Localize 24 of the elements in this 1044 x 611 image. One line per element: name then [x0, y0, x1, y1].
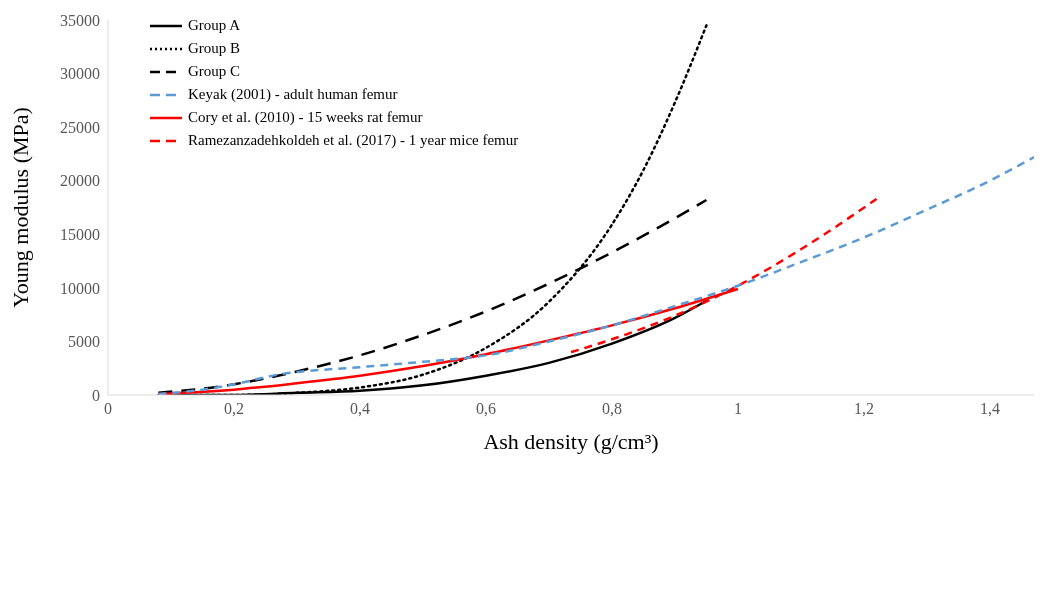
x-tick-label: 0,8 — [601, 400, 622, 418]
legend-label: Group C — [188, 62, 241, 81]
y-tick-label: 20000 — [60, 172, 100, 190]
x-tick-label: 0 — [104, 400, 112, 418]
y-tick-label: 30000 — [60, 65, 100, 83]
x-tick-label: 0,4 — [349, 400, 370, 418]
x-tick-label: 1,2 — [853, 400, 874, 418]
y-tick-label: 10000 — [60, 279, 100, 297]
legend-label: Cory et al. (2010) - 15 weeks rat femur — [188, 108, 423, 127]
legend-label: Group B — [188, 39, 241, 58]
y-tick-label: 25000 — [60, 118, 100, 136]
y-tick-label: 15000 — [60, 225, 100, 243]
x-tick-label: 0,6 — [475, 400, 496, 418]
x-axis-title: Ash density (g/cm³) — [483, 429, 659, 454]
y-axis-title: Young modulus (MPa) — [7, 107, 33, 308]
x-tick-label: 0,2 — [223, 400, 244, 418]
y-tick-label: 0 — [92, 386, 100, 404]
x-tick-label: 1 — [733, 400, 742, 418]
y-tick-label: 5000 — [68, 333, 100, 351]
x-tick-label: 1,4 — [979, 400, 1000, 418]
legend-label: Keyak (2001) - adult human femur — [188, 85, 398, 104]
y-tick-label: 35000 — [60, 11, 100, 29]
legend-label: Ramezanzadehkoldeh et al. (2017) - 1 year mice femur — [188, 131, 519, 150]
legend-label: Group A — [188, 16, 241, 35]
